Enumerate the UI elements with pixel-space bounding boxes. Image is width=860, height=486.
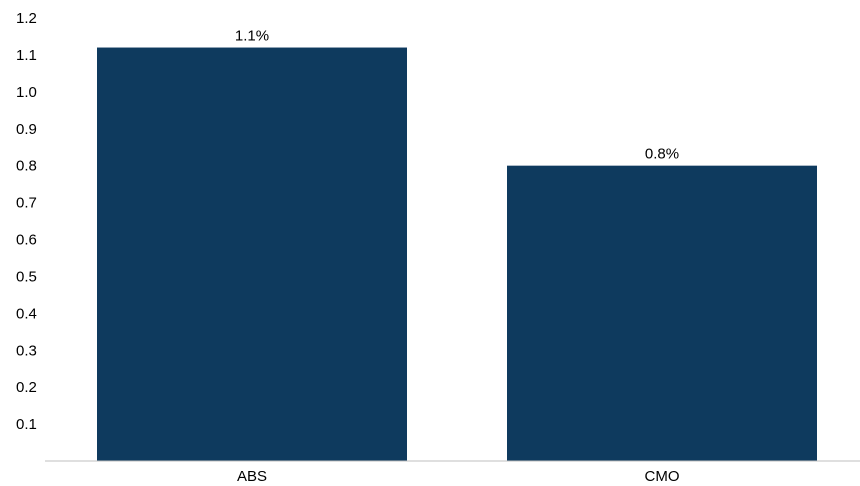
bars [97,47,817,462]
y-tick-label: 0.5 [16,268,37,285]
y-tick-label: 1.0 [16,84,37,101]
bar-abs [97,47,407,462]
data-labels: 1.1% 0.8% [235,28,679,163]
y-axis-ticks: 0.1 0.2 0.3 0.4 0.5 0.6 0.7 0.8 0.9 1.0 1.1 1.2 [16,10,37,433]
y-tick-label: 0.2 [16,379,37,396]
y-tick-label: 0.4 [16,305,37,322]
x-axis-labels: ABS CMO [237,468,680,485]
data-label-cmo: 0.8% [645,146,679,163]
y-tick-label: 0.7 [16,195,37,212]
category-label-cmo: CMO [645,468,680,485]
category-label-abs: ABS [237,468,267,485]
y-tick-label: 1.2 [16,10,37,27]
y-tick-label: 0.8 [16,158,37,175]
data-label-abs: 1.1% [235,28,269,45]
y-tick-label: 0.3 [16,342,37,359]
y-tick-label: 1.1 [16,47,37,64]
y-tick-label: 0.6 [16,232,37,249]
bar-cmo [507,165,817,461]
y-tick-label: 0.1 [16,416,37,433]
y-tick-label: 0.9 [16,121,37,138]
